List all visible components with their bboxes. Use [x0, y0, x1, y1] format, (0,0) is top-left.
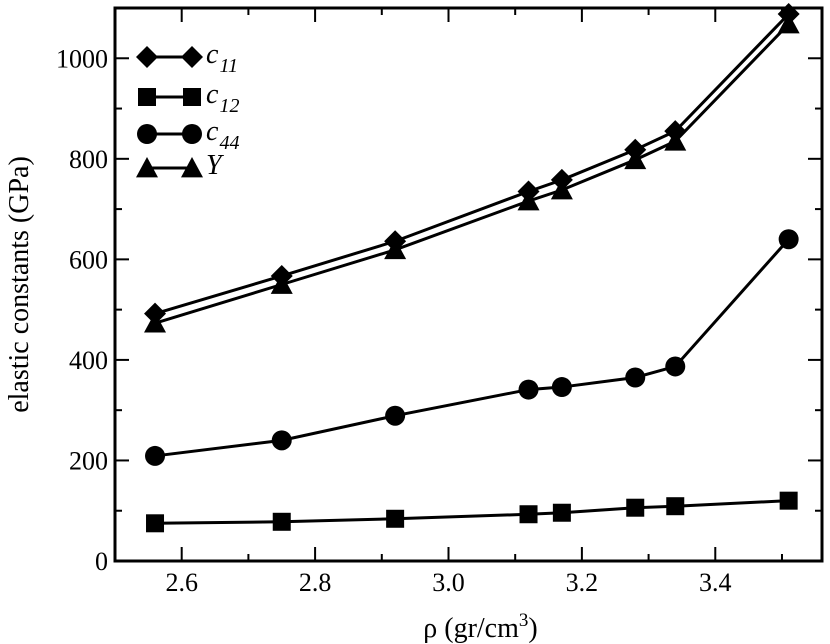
legend-label-name: c: [206, 116, 219, 147]
legend-label-name: c: [206, 39, 219, 70]
legend-label-subscript: 11: [219, 55, 238, 77]
series-c12-point-marker: [386, 509, 405, 528]
series-line-c11: [154, 12, 790, 316]
x-tick-label: 3.2: [566, 568, 599, 597]
series-c12: [146, 491, 798, 533]
legend-marker: [136, 157, 158, 178]
series-y: [144, 13, 800, 333]
series-y-point-marker: [384, 238, 407, 260]
series-c12-point-marker: [626, 498, 645, 517]
legend-item-y: Y: [136, 150, 225, 181]
x-axis-label: ρ (gr/cm3): [423, 610, 537, 644]
legend-marker: [181, 157, 203, 178]
y-tick-label: 1000: [56, 44, 108, 73]
legend-marker: [138, 88, 156, 106]
x-tick-label: 3.4: [699, 568, 732, 597]
series-line-c12: [155, 499, 789, 525]
series-c12-point-marker: [666, 497, 685, 516]
x-axis-label-superscript: 3: [519, 610, 529, 631]
series-y-point-marker: [624, 148, 647, 170]
legend-label: c11: [206, 39, 238, 77]
series-y-point-marker: [664, 130, 687, 151]
series-c44-point-marker: [625, 367, 646, 388]
tick-layer: 2.6 2.8 3.0 3.2 3.4 0 200 400 600 800 1000: [56, 7, 822, 597]
legend-marker: [181, 46, 203, 68]
series-y-point-marker: [550, 178, 573, 200]
x-axis-label-main: ρ (gr/cm: [423, 613, 519, 644]
series-c12-point-marker: [779, 491, 798, 510]
legend-marker: [182, 124, 202, 144]
series-c44: [145, 229, 799, 466]
legend-label: c12: [206, 79, 239, 117]
legend-label-name: c: [206, 79, 219, 110]
x-tick-label: 3.0: [432, 568, 465, 597]
series-c12-point-marker: [272, 512, 291, 531]
series-c44-point-marker: [271, 430, 292, 451]
legend-item-c12: c12: [138, 79, 239, 117]
series-line-c44: [154, 238, 790, 458]
plot-frame: [113, 6, 824, 563]
legend-label-subscript: 44: [219, 132, 239, 154]
series-c44-point-marker: [551, 377, 572, 398]
x-tick-label: 2.6: [165, 568, 198, 597]
series-y-point-marker: [777, 13, 800, 34]
series-y-point-marker: [270, 273, 293, 294]
series-c44-point-marker: [385, 405, 406, 426]
legend-marker: [136, 46, 158, 68]
series-line-y: [154, 23, 790, 325]
series-c11: [144, 3, 800, 325]
y-tick-label: 200: [69, 446, 108, 475]
series-c12-point-marker: [552, 503, 571, 522]
series-c44-point-marker: [145, 445, 166, 466]
y-tick-label: 0: [95, 547, 108, 576]
legend-item-c11: c11: [136, 39, 238, 77]
legend-label: Y: [206, 150, 225, 181]
legend-marker: [183, 88, 201, 106]
series-layer: [144, 3, 800, 533]
series-c44-point-marker: [518, 379, 539, 400]
series-y-point-marker: [517, 190, 540, 211]
series-c12-point-marker: [519, 505, 538, 524]
y-tick-label: 800: [69, 145, 108, 174]
legend-marker: [137, 124, 157, 144]
series-c44-point-marker: [778, 229, 799, 250]
legend-label: c44: [206, 116, 239, 154]
series-c44-point-marker: [665, 356, 686, 377]
x-tick-label: 2.8: [299, 568, 332, 597]
series-c12-point-marker: [146, 514, 165, 533]
legend-item-c44: c44: [137, 116, 239, 154]
series-y-point-marker: [144, 312, 167, 333]
y-tick-label: 400: [69, 346, 108, 375]
x-axis-label-end: ): [528, 613, 537, 644]
legend-label-subscript: 12: [219, 95, 239, 117]
y-tick-label: 600: [69, 245, 108, 274]
legend-label-name: Y: [206, 150, 225, 181]
y-axis-label: elastic constants (GPa): [4, 156, 35, 413]
